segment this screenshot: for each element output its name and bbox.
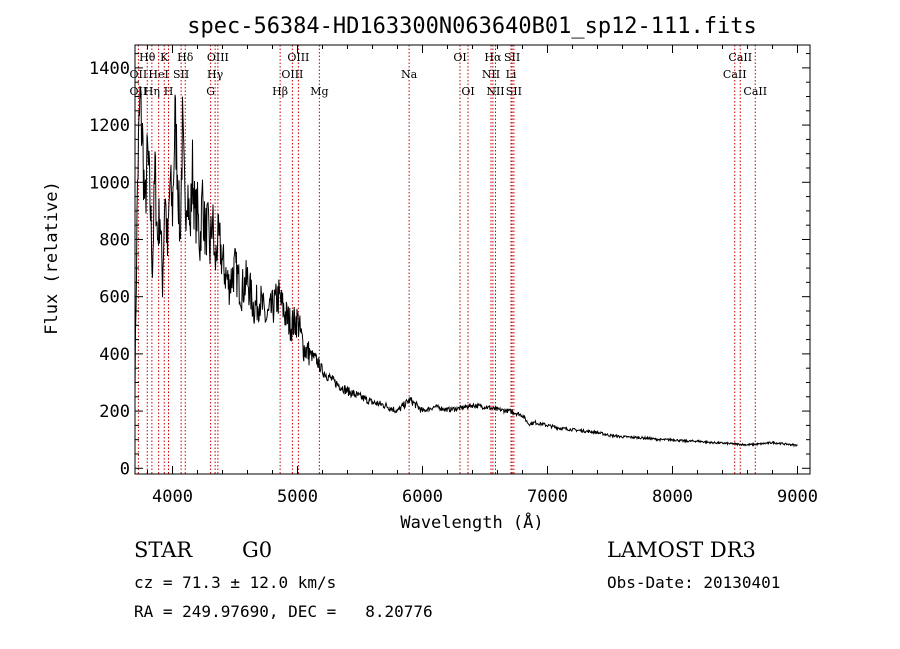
emission-line-label: OII <box>130 68 148 81</box>
x-tick-label: 9000 <box>777 487 818 507</box>
y-tick-label: 1000 <box>89 173 130 193</box>
y-tick-label: 800 <box>99 230 130 250</box>
emission-line-label: K <box>160 51 169 64</box>
emission-line-label: OI <box>461 85 474 98</box>
emission-line-label: Hβ <box>272 85 288 98</box>
y-tick-label: 1400 <box>89 59 130 79</box>
emission-line-labels: Hθ OII OII K HeI Hη Hδ SII H OIII Hγ G OIII OIII Hβ Mg N… <box>130 51 768 98</box>
emission-line-label: OIII <box>287 51 309 64</box>
emission-line-label: H <box>164 85 174 98</box>
spectrum-line <box>134 85 798 469</box>
emission-line-label: SII <box>173 68 189 81</box>
emission-line-label: CaII <box>743 85 767 98</box>
y-tick-label: 400 <box>99 345 130 365</box>
emission-line-label: OIII <box>207 51 229 64</box>
subclass: G0 <box>242 538 273 562</box>
emission-line-label: OI <box>453 51 466 64</box>
emission-line-label: NII <box>486 85 504 98</box>
emission-line-label: OII <box>130 85 148 98</box>
object-class: STAR <box>134 538 193 562</box>
redshift-velocity: cz = 71.3 ± 12.0 km/s <box>134 573 337 592</box>
emission-line-label: Hγ <box>207 68 224 81</box>
survey-name: LAMOST DR3 <box>607 538 756 562</box>
x-tick-label: 7000 <box>527 487 568 507</box>
emission-line-label: OIII <box>281 68 303 81</box>
y-axis-label: Flux (relative) <box>42 181 62 335</box>
y-tick-label: 0 <box>120 459 130 479</box>
emission-line-label: CaII <box>728 51 752 64</box>
x-tick-label: 5000 <box>277 487 318 507</box>
y-axis-ticks: 0 200 400 600 800 1000 1200 1400 <box>89 53 810 479</box>
x-tick-label: 4000 <box>152 487 193 507</box>
x-tick-label: 8000 <box>652 487 693 507</box>
x-axis-label: Wavelength (Å) <box>400 511 543 533</box>
emission-line-label: Na <box>401 68 418 81</box>
emission-line-label: SII <box>504 51 520 64</box>
emission-line-label: Mg <box>310 85 328 98</box>
coordinates: RA = 249.97690, DEC = 8.20776 <box>134 602 433 621</box>
emission-line-label: Hδ <box>177 51 194 64</box>
emission-line-label: SII <box>506 85 522 98</box>
observation-date: Obs-Date: 20130401 <box>607 573 781 592</box>
emission-line-label: CaII <box>723 68 747 81</box>
emission-line-label: G <box>206 85 215 98</box>
emission-line-label: Hθ <box>139 51 156 64</box>
x-tick-label: 6000 <box>402 487 443 507</box>
emission-line-label: Hα <box>484 51 502 64</box>
y-tick-label: 600 <box>99 288 130 308</box>
chart-title: spec-56384-HD163300N063640B01_sp12-111.f… <box>187 14 757 39</box>
emission-line-label: HeI <box>148 68 168 81</box>
emission-line-label: Li <box>506 68 517 81</box>
y-tick-label: 200 <box>99 402 130 422</box>
x-axis-ticks: 4000 5000 6000 7000 8000 9000 <box>147 45 818 507</box>
y-tick-label: 1200 <box>89 116 130 136</box>
emission-line-label: Hη <box>144 85 160 98</box>
emission-line-label: NII <box>482 68 500 81</box>
